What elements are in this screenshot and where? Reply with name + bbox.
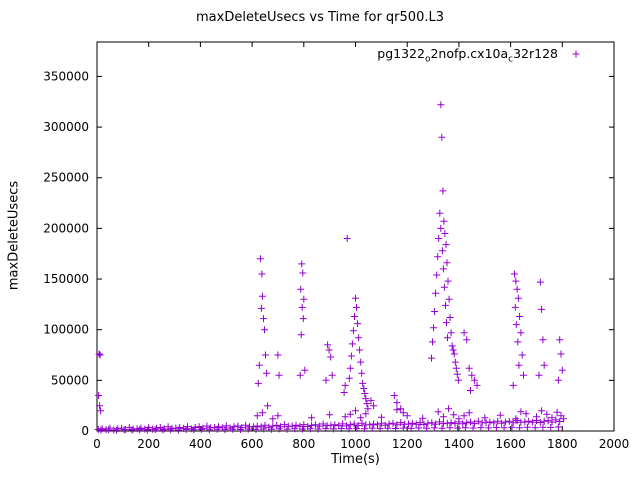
chart-title: maxDeleteUsecs vs Time for qr500.L3 (196, 10, 444, 25)
y-tick-label: 100000 (43, 323, 89, 337)
legend-subscript-c: c (508, 54, 514, 65)
y-tick-label: 150000 (43, 272, 89, 286)
y-tick-label: 300000 (43, 120, 89, 134)
x-tick-label: 1600 (495, 437, 526, 451)
y-tick-label: 350000 (43, 69, 89, 83)
x-tick-label: 1800 (547, 437, 578, 451)
plot-border (96, 41, 615, 432)
y-tick-label: 50000 (51, 373, 89, 387)
legend-text-part3: 32r128 (513, 46, 558, 61)
legend-marker-icon (572, 50, 580, 58)
x-tick-label: 600 (241, 437, 264, 451)
data-points (94, 101, 568, 434)
x-tick-label: 2000 (599, 437, 630, 451)
x-tick-label: 1000 (340, 437, 371, 451)
legend-subscript-o: o (424, 54, 431, 65)
legend-label: pg1322o2nofp.cx10ac32r128 (377, 46, 558, 65)
x-tick-label: 1400 (444, 437, 475, 451)
legend-text-part2: 2nofp.cx10a (430, 46, 509, 61)
y-axis-label: maxDeleteUsecs (6, 180, 22, 291)
x-tick-label: 200 (137, 437, 160, 451)
x-tick-label: 1200 (392, 437, 423, 451)
x-tick-label: 800 (292, 437, 315, 451)
legend-text-part1: pg1322 (377, 46, 425, 61)
x-tick-label: 400 (189, 437, 212, 451)
x-tick-label: 0 (93, 437, 101, 451)
y-tick-label: 200000 (43, 221, 89, 235)
y-tick-label: 250000 (43, 171, 89, 185)
y-tick-label: 0 (81, 424, 89, 438)
x-axis-label: Time(s) (331, 452, 380, 467)
